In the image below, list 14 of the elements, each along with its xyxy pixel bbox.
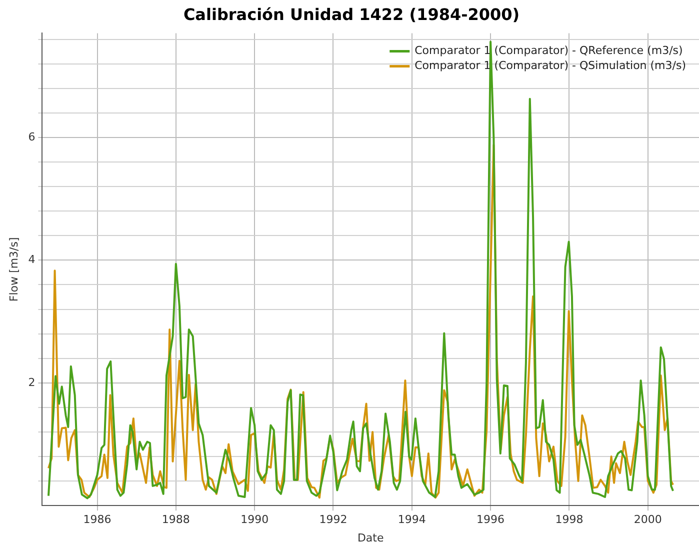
y-tick-label: 6 bbox=[28, 130, 36, 144]
x-tick-label: 1988 bbox=[162, 513, 190, 526]
x-tick-label: 1992 bbox=[319, 513, 348, 526]
x-tick-label: 1986 bbox=[83, 513, 112, 526]
x-tick-label: 1998 bbox=[555, 513, 584, 526]
x-tick-label: 2000 bbox=[634, 513, 662, 526]
y-tick-label: 2 bbox=[28, 376, 36, 389]
y-tick-label: 4 bbox=[28, 253, 36, 266]
x-tick-label: 1994 bbox=[398, 513, 426, 526]
y-axis-title: Flow [m3/s] bbox=[7, 237, 20, 302]
x-axis-title: Date bbox=[357, 531, 384, 544]
x-tick-label: 1990 bbox=[240, 513, 269, 526]
x-tick-label: 1996 bbox=[476, 513, 505, 526]
chart-title: Calibración Unidad 1422 (1984-2000) bbox=[183, 4, 520, 24]
